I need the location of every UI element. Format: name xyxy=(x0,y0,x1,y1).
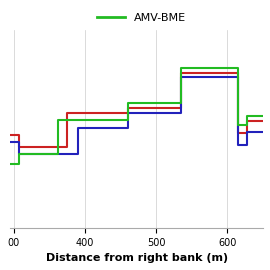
Legend: AMV-BME: AMV-BME xyxy=(93,8,191,27)
X-axis label: Distance from right bank (m): Distance from right bank (m) xyxy=(46,253,228,263)
